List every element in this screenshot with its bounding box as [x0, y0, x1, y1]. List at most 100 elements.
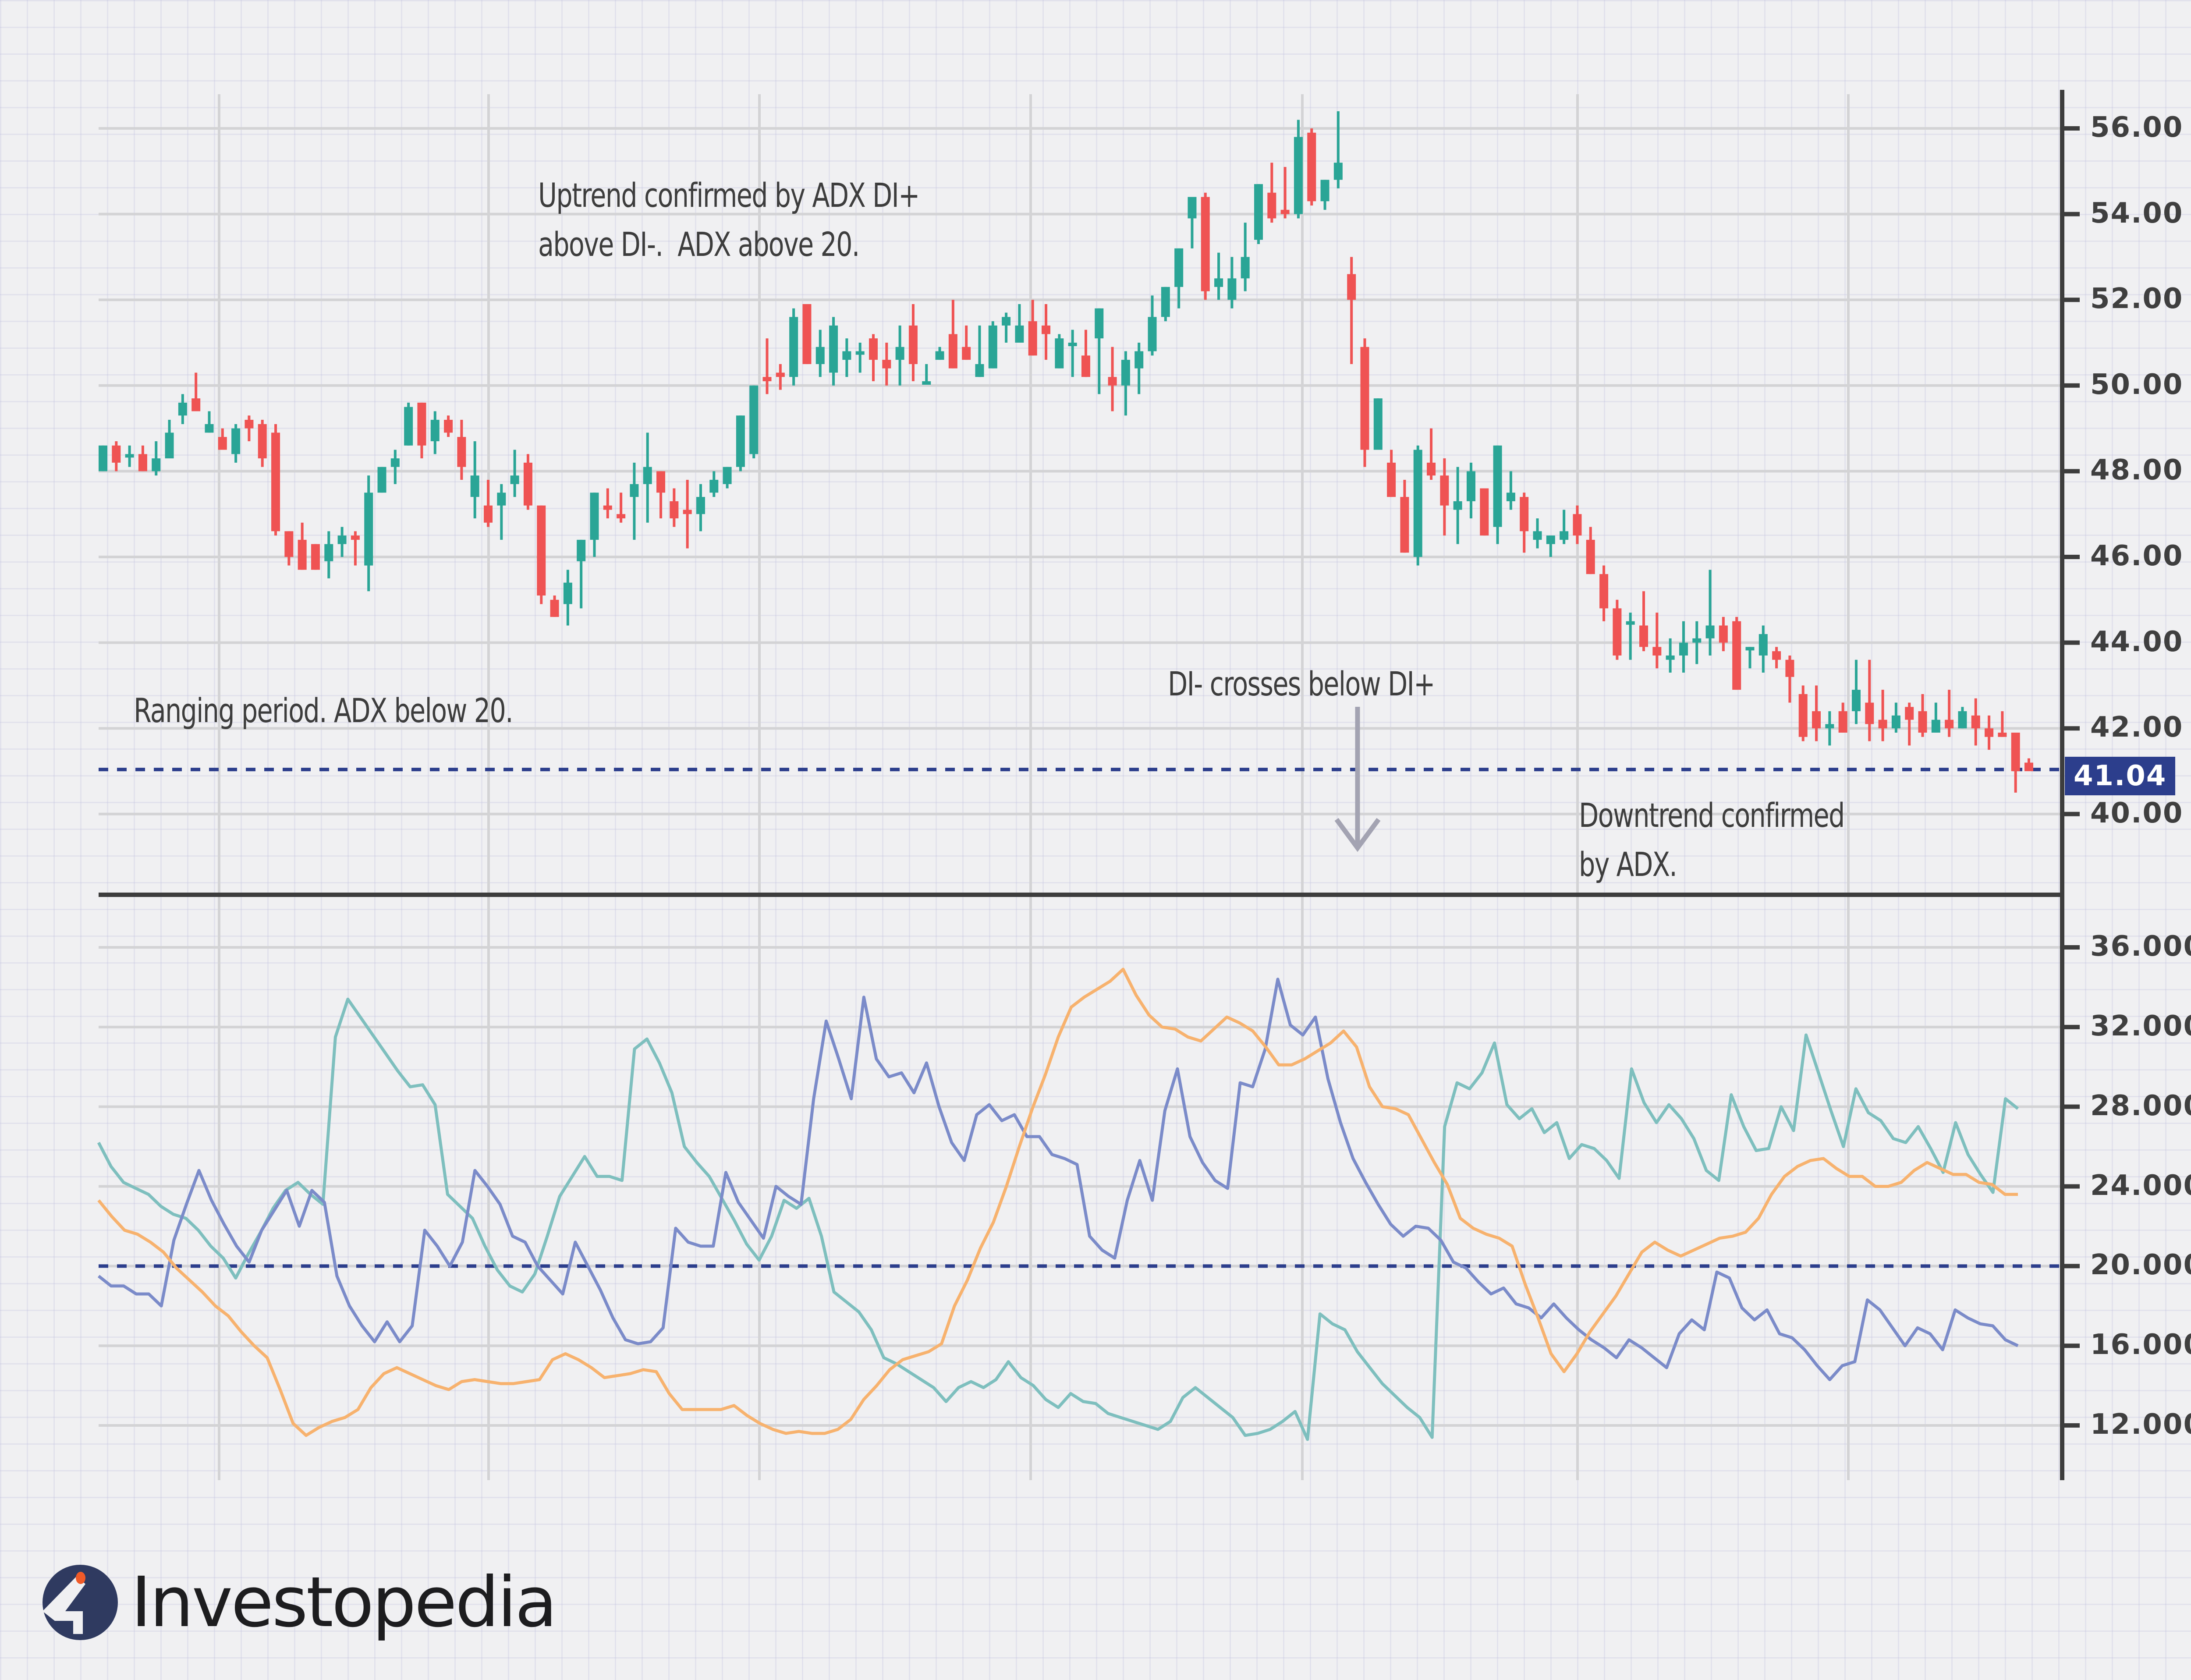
candle [165, 420, 174, 459]
candle [802, 304, 812, 364]
candle [417, 402, 426, 459]
candle [2011, 732, 2020, 793]
candle [988, 321, 997, 369]
candle [510, 450, 519, 497]
last-price-tag: 41.04 [2065, 757, 2176, 795]
price-tick-label: 40.00 [2090, 797, 2184, 829]
candle [1520, 493, 1529, 553]
candle [152, 441, 161, 476]
candle [1705, 570, 1715, 656]
candle [1161, 287, 1170, 322]
candle [1347, 257, 1356, 364]
candle [1360, 338, 1369, 467]
annotation-crossover: DI- crosses below DI+ [1168, 664, 1435, 703]
candle [670, 488, 679, 527]
candle [550, 595, 559, 617]
candle [523, 454, 532, 510]
candle [1095, 308, 1104, 394]
candle [696, 484, 705, 532]
candle [245, 415, 254, 441]
candle [723, 467, 732, 489]
indicator-tick-label: 20.000 [2090, 1249, 2191, 1282]
candle [1214, 252, 1223, 300]
candle [869, 334, 878, 382]
candle [1148, 295, 1157, 356]
candle [1493, 445, 1502, 544]
candle [1055, 334, 1064, 369]
line-diplus [97, 997, 2019, 1441]
candle [1254, 184, 1263, 245]
candle [1613, 599, 1622, 660]
candle [908, 304, 918, 382]
candle [1400, 479, 1409, 553]
candle [1121, 351, 1130, 416]
candle [1427, 428, 1436, 480]
candle [683, 479, 692, 549]
candle [935, 347, 944, 360]
candle [1333, 111, 1343, 188]
candle [218, 428, 227, 450]
candle [1639, 591, 1648, 652]
candle [603, 488, 612, 518]
reference-lines [99, 768, 2062, 1268]
candle [1772, 647, 1781, 669]
candle [377, 467, 386, 493]
candle [484, 479, 493, 527]
candle [1626, 613, 1635, 660]
candle [975, 325, 984, 377]
candle [1666, 638, 1675, 673]
candle [1506, 471, 1515, 510]
candle [470, 441, 479, 518]
candle [563, 570, 572, 626]
candle [1280, 167, 1290, 219]
indicator-tick-label: 36.000 [2090, 930, 2191, 963]
candle [404, 402, 413, 446]
candlestick-series [99, 111, 2033, 793]
candle [922, 364, 931, 385]
indicator-tick-label: 24.000 [2090, 1169, 2191, 1202]
candle [138, 445, 147, 471]
candle [1533, 518, 1542, 549]
candle [1785, 655, 1794, 703]
candle [1174, 248, 1184, 308]
candle [1985, 715, 1994, 750]
candle [1466, 462, 1475, 518]
candle [271, 424, 280, 536]
price-tick-label: 52.00 [2090, 283, 2184, 315]
candle [1745, 647, 1755, 669]
indicator-tick-label: 28.000 [2090, 1089, 2191, 1122]
candle [497, 484, 506, 540]
candle [231, 424, 241, 463]
brand-logo: Investopedia [42, 1562, 557, 1643]
candle [709, 471, 719, 497]
candle [749, 385, 759, 459]
candle [1998, 711, 2007, 737]
candle [1865, 659, 1874, 741]
candle [1891, 702, 1900, 733]
candle [1719, 617, 1728, 652]
candle [656, 471, 666, 518]
down-arrow-icon [1334, 707, 1381, 852]
indicator-tick-label: 32.000 [2090, 1010, 2191, 1042]
candle [1188, 197, 1197, 248]
candle [2024, 758, 2033, 771]
candle [643, 432, 652, 523]
candle [577, 539, 586, 609]
indicator-tick-label: 12.000 [2090, 1408, 2191, 1441]
candle [1825, 711, 1834, 746]
candle [1838, 702, 1847, 733]
candle [829, 317, 838, 386]
candle [112, 441, 121, 471]
candle [1440, 458, 1449, 536]
candle [1546, 535, 1555, 557]
candle [1042, 304, 1051, 360]
candle [205, 411, 214, 433]
candle [630, 462, 639, 540]
candle [337, 527, 347, 557]
candle [444, 415, 453, 437]
candle [1692, 621, 1702, 664]
candle [1453, 467, 1462, 544]
candle [1134, 343, 1144, 394]
candle [1227, 257, 1237, 308]
